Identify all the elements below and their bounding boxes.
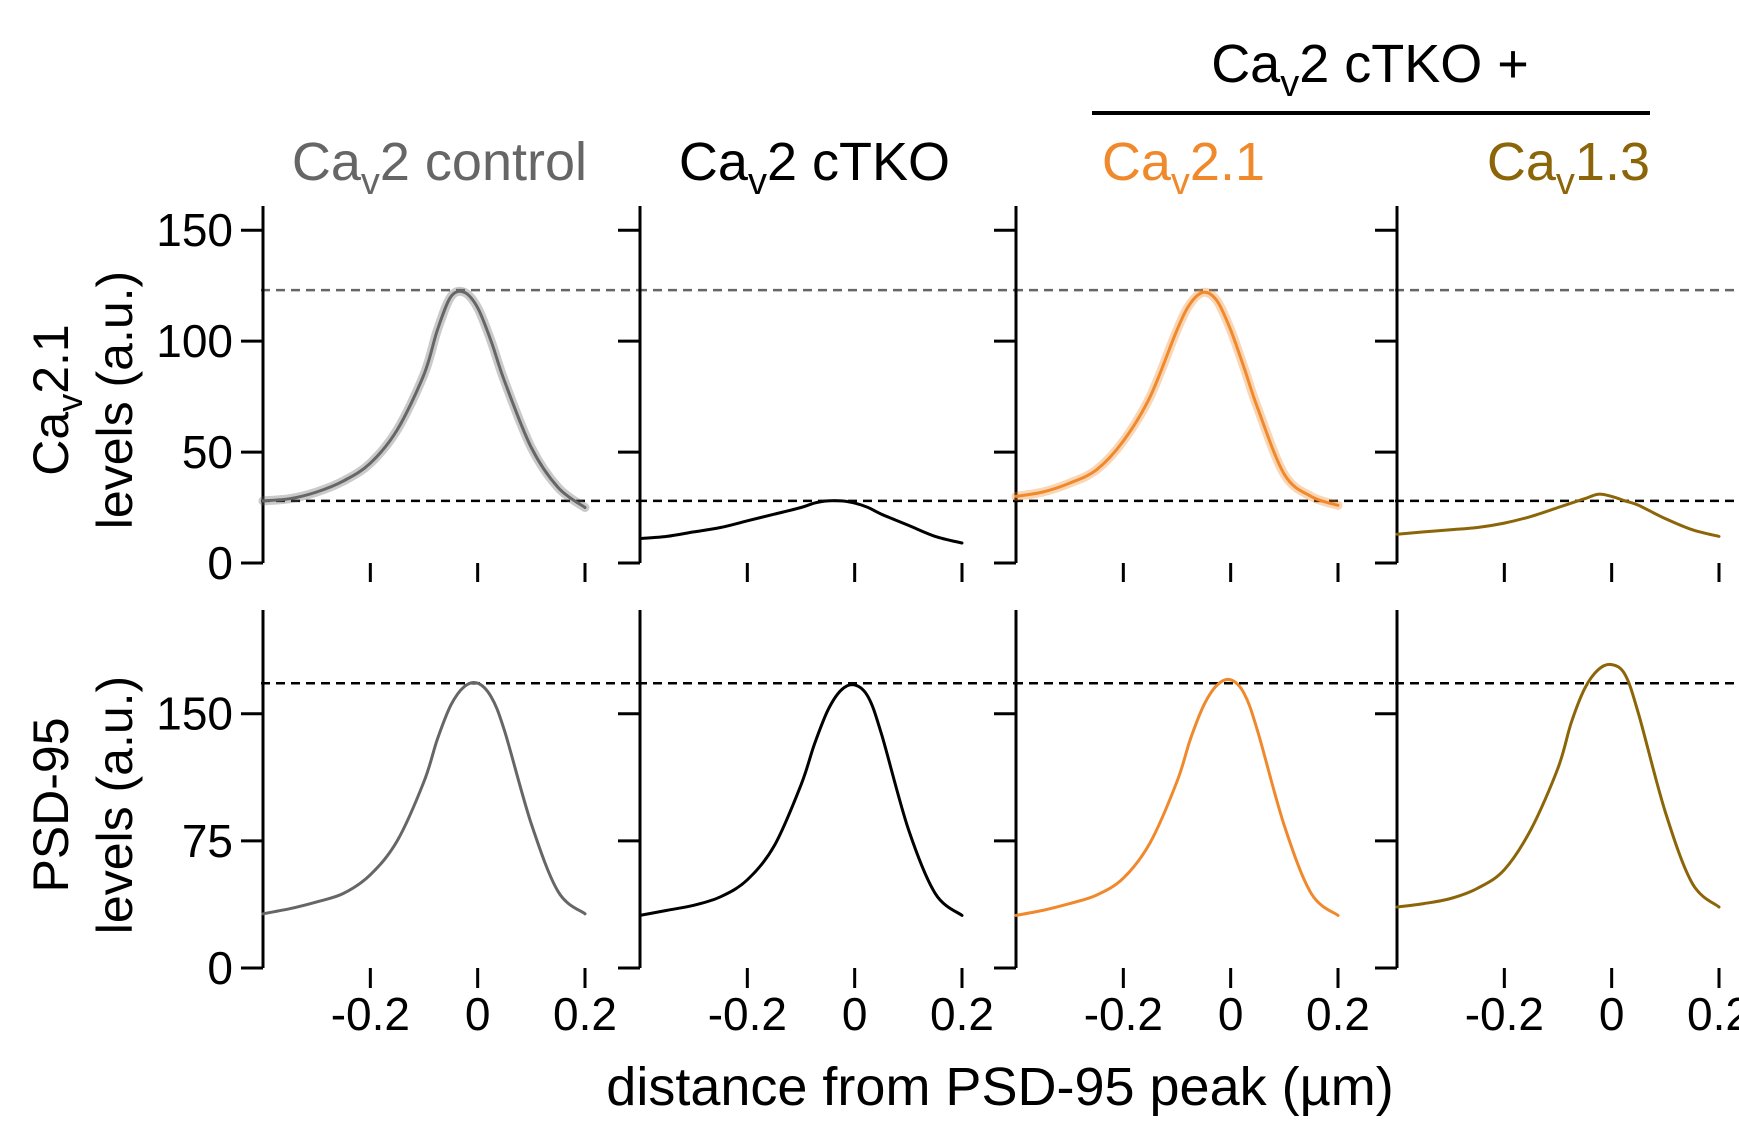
series-line (1395, 662, 1721, 909)
series-line (638, 683, 964, 917)
y-tick-label-2: 150 (156, 688, 233, 740)
column-titles: Cav2 control Cav2 cTKO Cav2.1 Cav1.3 (292, 132, 1650, 203)
x-tick-label-2: 0.2 (1306, 988, 1370, 1040)
row-label-bottom-line1: PSD-95 (23, 717, 79, 892)
panel-r0-c3 (1375, 206, 1735, 582)
x-axis-label: distance from PSD-95 peak (µm) (606, 1057, 1393, 1117)
panel-r0-c2 (994, 206, 1394, 582)
x-tick-label-1: 0 (465, 988, 491, 1040)
series-band (1011, 287, 1343, 510)
panel-r0-c0: 0 50 100 150 (156, 204, 641, 589)
x-tick-label-1: 0 (1218, 988, 1244, 1040)
x-tick-label-1: 0 (842, 988, 868, 1040)
column-title-cav1-3: Cav1.3 (1487, 132, 1650, 203)
x-tick-label-2: 0.2 (930, 988, 994, 1040)
y-tick-label-0: 0 (207, 537, 233, 589)
y-tick-label-1: 75 (182, 815, 233, 867)
x-tick-label-0: -0.2 (331, 988, 410, 1040)
y-tick-label-0: 0 (207, 942, 233, 994)
y-tick-label-3: 150 (156, 204, 233, 256)
row-label-bottom-line2: levels (a.u.) (87, 676, 143, 934)
x-tick-label-0: -0.2 (1084, 988, 1163, 1040)
column-title-cav2-control: Cav2 control (292, 132, 587, 203)
row-label-top: Cav2.1 levels (a.u.) (23, 271, 143, 529)
column-title-cav2-1: Cav2.1 (1102, 132, 1265, 203)
x-tick-label-0: -0.2 (1465, 988, 1544, 1040)
series-line (1014, 290, 1340, 507)
series-line (638, 499, 964, 545)
x-tick-label-2: 0.2 (553, 988, 617, 1040)
x-tick-label-2: 0.2 (1687, 988, 1739, 1040)
group-header-title: Cav2 cTKO + (1211, 34, 1529, 105)
series-line (1014, 677, 1340, 917)
series-band (258, 286, 590, 512)
row-cav2-1: 0 50 100 150 (156, 204, 1735, 589)
panel-r1-c1: -0.2 0 0.2 (618, 610, 1018, 1040)
series-line (261, 680, 587, 916)
x-tick-label-1: 0 (1599, 988, 1625, 1040)
panel-r1-c3: -0.2 0 0.2 (1375, 610, 1739, 1040)
series-line (261, 289, 587, 509)
row-label-top-line1: Cav2.1 (23, 324, 90, 475)
row-label-top-line2: levels (a.u.) (87, 271, 143, 529)
row-psd-95: 0 75 150 -0.2 0 0.2 -0.2 0 0.2 -0.2 0 0.2 -0.2 0 0.2 (156, 610, 1739, 1040)
panel-r1-c2: -0.2 0 0.2 (994, 610, 1394, 1040)
y-tick-label-1: 50 (182, 426, 233, 478)
panel-r0-c1 (618, 206, 1018, 582)
group-header: Cav2 cTKO + (1092, 34, 1650, 115)
panel-r1-c0: 0 75 150 -0.2 0 0.2 (156, 610, 641, 1040)
x-tick-label-0: -0.2 (708, 988, 787, 1040)
row-label-bottom: PSD-95 levels (a.u.) (23, 676, 143, 934)
column-title-cav2-ctko: Cav2 cTKO (679, 132, 950, 203)
series-line (1395, 492, 1721, 538)
y-tick-label-2: 100 (156, 315, 233, 367)
